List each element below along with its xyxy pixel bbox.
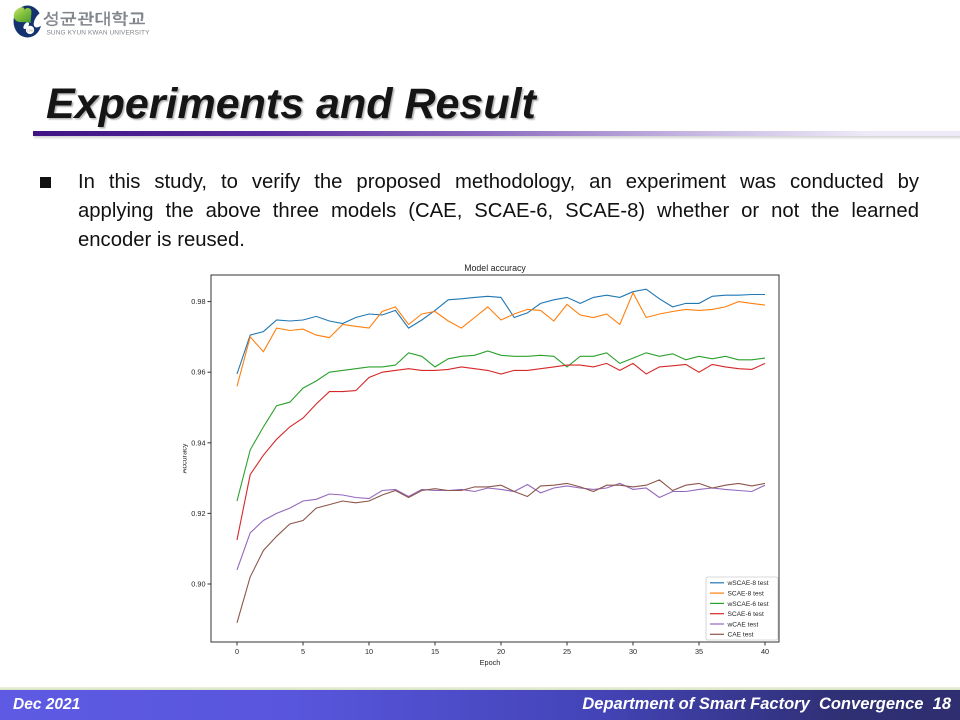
svg-text:0.96: 0.96: [191, 368, 205, 377]
svg-text:35: 35: [695, 647, 703, 656]
svg-text:25: 25: [563, 647, 571, 656]
svg-text:wSCAE-6 test: wSCAE-6 test: [727, 601, 769, 608]
svg-text:wSCAE-8 test: wSCAE-8 test: [727, 580, 769, 587]
svg-text:20: 20: [497, 647, 505, 656]
svg-text:0.92: 0.92: [191, 509, 205, 518]
svg-text:wCAE test: wCAE test: [727, 621, 759, 628]
svg-text:SCAE-8 test: SCAE-8 test: [728, 591, 764, 598]
svg-text:30: 30: [629, 647, 637, 656]
svg-text:Accuracy: Accuracy: [183, 443, 189, 473]
svg-text:10: 10: [365, 647, 373, 656]
svg-text:15: 15: [431, 647, 439, 656]
svg-text:Epoch: Epoch: [480, 658, 501, 667]
svg-text:0: 0: [235, 647, 239, 656]
svg-text:0.98: 0.98: [191, 297, 205, 306]
svg-text:0.90: 0.90: [191, 580, 205, 589]
svg-text:SCAE-6 test: SCAE-6 test: [728, 611, 764, 618]
svg-text:1398: 1398: [27, 29, 33, 33]
svg-text:5: 5: [301, 647, 305, 656]
svg-text:0.94: 0.94: [191, 438, 205, 447]
svg-text:40: 40: [761, 647, 769, 656]
svg-text:Model accuracy: Model accuracy: [464, 263, 526, 273]
svg-text:CAE test: CAE test: [728, 632, 754, 639]
svg-text:SUNG KYUN KWAN UNIVERSITY: SUNG KYUN KWAN UNIVERSITY: [47, 30, 151, 37]
